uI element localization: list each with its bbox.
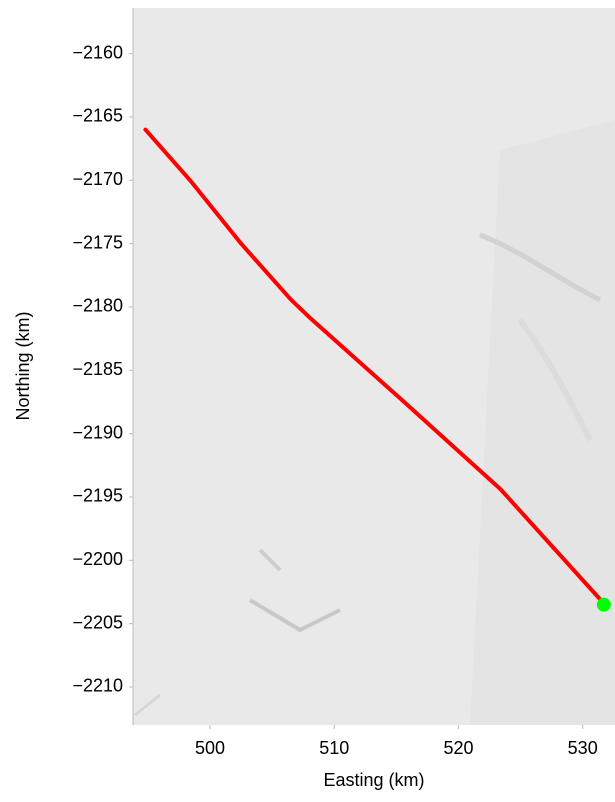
y-tick-label: −2160 bbox=[72, 42, 123, 62]
y-tick-label: −2180 bbox=[72, 296, 123, 316]
x-tick-label: 530 bbox=[568, 738, 598, 758]
y-tick-label: −2190 bbox=[72, 422, 123, 442]
end-point bbox=[597, 598, 611, 612]
x-tick-label: 520 bbox=[443, 738, 473, 758]
x-tick-label: 510 bbox=[319, 738, 349, 758]
y-tick-label: −2205 bbox=[72, 612, 123, 632]
y-tick-label: −2170 bbox=[72, 169, 123, 189]
y-axis-label: Northing (km) bbox=[13, 311, 33, 420]
chart: Easting (km) Northing (km) −2160 −2165 −21… bbox=[0, 0, 615, 802]
y-tick-label: −2185 bbox=[72, 359, 123, 379]
y-tick-label: −2165 bbox=[72, 106, 123, 126]
y-tick-label: −2175 bbox=[72, 232, 123, 252]
y-tick-label: −2200 bbox=[72, 549, 123, 569]
x-axis-label: Easting (km) bbox=[323, 770, 424, 790]
x-tick-label: 500 bbox=[195, 738, 225, 758]
y-tick-label: −2210 bbox=[72, 676, 123, 696]
y-tick-label: −2195 bbox=[72, 486, 123, 506]
hillshade-background bbox=[133, 8, 615, 725]
